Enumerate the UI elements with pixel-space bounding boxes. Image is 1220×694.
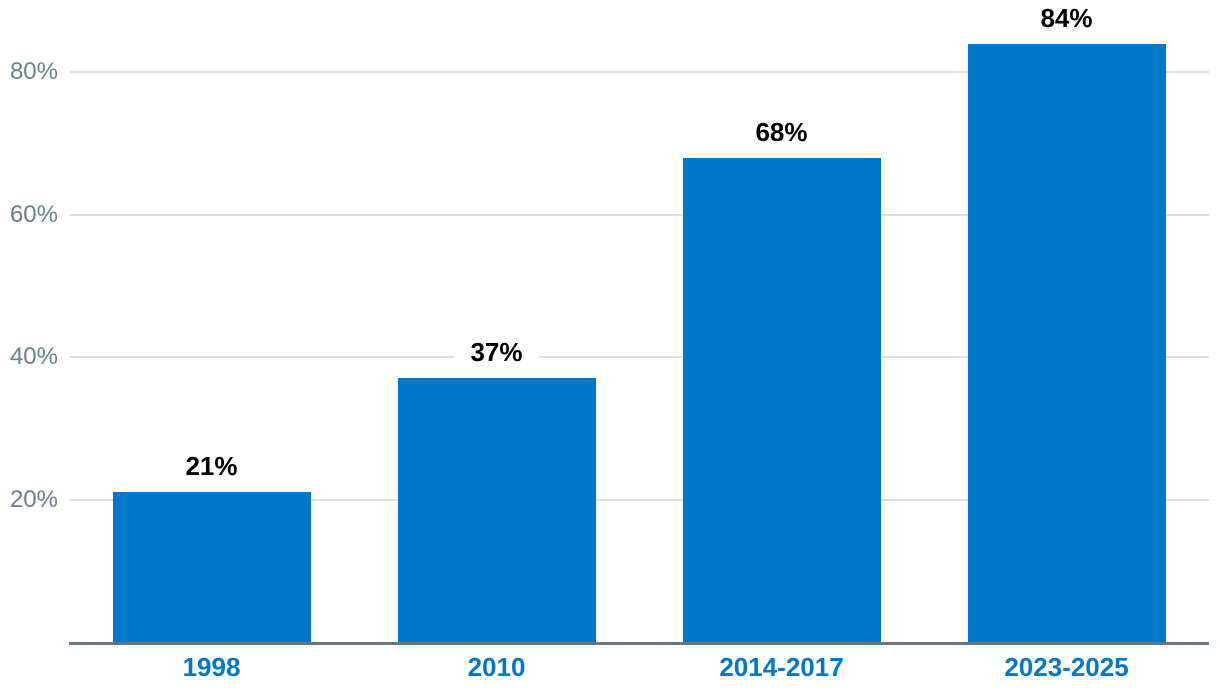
y-tick-label: 80% [9,58,58,85]
gridline [69,71,1209,73]
gridline [69,213,1209,216]
bar [112,492,311,642]
y-tick-label: 40% [9,343,58,370]
bar-value-label: 84% [924,2,1209,33]
y-tick-label: 60% [9,200,58,228]
bar-value-label: 21% [69,451,354,482]
gridline [69,356,1209,358]
bar-value-label: 37% [354,337,639,368]
gridline [69,498,1209,501]
x-axis-line [69,642,1209,645]
x-tick-label: 1998 [182,652,241,682]
x-tick-label: 2023-2025 [1004,652,1129,682]
x-tick-label: 2014-2017 [719,652,844,682]
bar-value-text: 21% [169,451,254,482]
bar [397,378,596,642]
x-tick-label: 2010 [467,652,526,682]
bar-value-text: 84% [1024,2,1109,33]
bar [967,43,1166,642]
y-tick-label: 20% [9,485,58,513]
bar [682,157,881,642]
bar-value-text: 68% [739,116,824,147]
bar-value-text: 37% [454,337,539,368]
bar-value-label: 68% [639,116,924,147]
